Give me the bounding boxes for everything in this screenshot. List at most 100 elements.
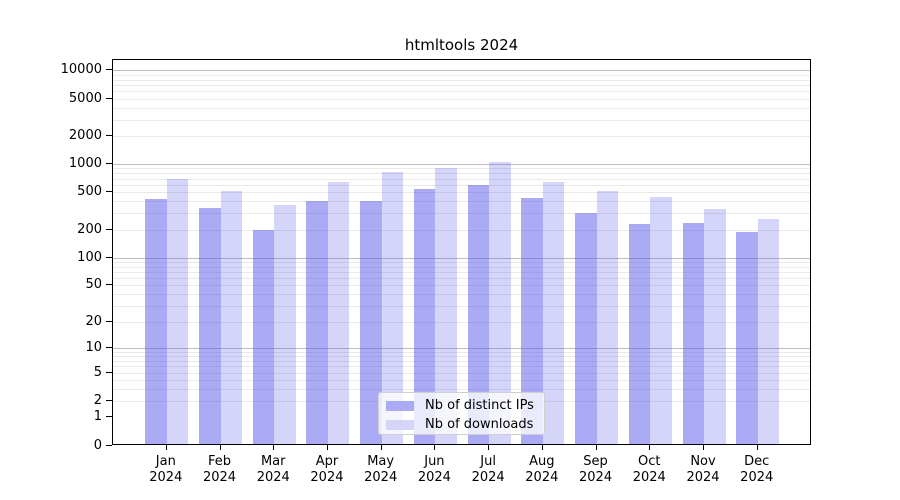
x-tick-mark [595, 445, 597, 450]
y-tick-label-200: 200 [77, 221, 102, 237]
x-tick-label-feb: Feb 2024 [202, 454, 237, 485]
bar-downloads-oct [650, 196, 672, 444]
y-tick-mark [106, 371, 112, 373]
gridline-3000 [113, 119, 810, 121]
y-tick-label-10: 10 [85, 339, 102, 355]
bar-distinct-ips-mar [252, 230, 275, 444]
bar-downloads-dec [757, 218, 780, 444]
plot-area [112, 59, 811, 445]
y-tick-mark [106, 135, 112, 136]
bar-downloads-jan [166, 178, 189, 444]
gridline-70 [113, 271, 810, 273]
y-tick-label-100: 100 [77, 249, 102, 265]
bar-distinct-ips-jan [145, 199, 167, 444]
gridline-60 [113, 278, 810, 280]
gridline-5000 [113, 98, 810, 100]
y-tick-label-1: 1 [93, 409, 102, 425]
y-tick-label-20: 20 [85, 313, 102, 329]
y-tick-label-5000: 5000 [68, 90, 102, 106]
y-tick-mark [106, 97, 112, 99]
gridline-700 [113, 178, 810, 180]
x-tick-label-dec: Dec 2024 [740, 454, 774, 485]
x-tick-mark [380, 445, 382, 450]
bar-downloads-apr [327, 181, 350, 444]
bar-distinct-ips-apr [306, 200, 328, 444]
bar-distinct-ips-jun [413, 189, 436, 444]
x-tick-label-jul: Jul 2024 [471, 454, 505, 485]
bar-distinct-ips-may [360, 200, 382, 444]
bar-downloads-may [381, 171, 404, 444]
legend-swatch-downloads-icon [386, 419, 414, 430]
legend-label-distinct-ips: Nb of distinct IPs [425, 398, 534, 413]
bar-downloads-mar [274, 205, 296, 444]
bar-downloads-aug [542, 181, 565, 444]
gridline-5 [113, 372, 810, 374]
bar-distinct-ips-jul [467, 185, 490, 444]
y-tick-mark [106, 163, 112, 165]
bar-downloads-jul [489, 161, 511, 444]
x-tick-mark [488, 445, 490, 450]
gridline-300 [113, 213, 810, 215]
gridline-8000 [113, 79, 810, 81]
y-tick-label-500: 500 [77, 184, 102, 200]
y-tick-label-0: 0 [93, 437, 102, 453]
bar-distinct-ips-oct [628, 223, 651, 444]
y-tick-mark [106, 256, 112, 258]
gridline-40 [113, 294, 810, 296]
gridline-800 [113, 173, 810, 175]
gridline-7000 [113, 85, 810, 86]
gridline-10000 [113, 70, 810, 72]
y-tick-mark [106, 228, 112, 230]
gridline-4000 [113, 107, 810, 109]
y-tick-label-1000: 1000 [68, 156, 102, 172]
x-tick-label-apr: Apr 2024 [310, 454, 344, 485]
y-tick-mark [106, 69, 112, 71]
gridline-100 [113, 257, 810, 259]
x-tick-mark [434, 445, 436, 450]
legend: Nb of distinct IPs Nb of downloads [378, 392, 545, 435]
gridline-200 [113, 229, 810, 231]
y-tick-label-50: 50 [85, 277, 102, 293]
legend-label-downloads: Nb of downloads [425, 417, 534, 432]
gridline-400 [113, 201, 810, 203]
x-tick-label-nov: Nov 2024 [686, 454, 720, 485]
bar-distinct-ips-nov [682, 222, 704, 444]
gridline-80 [113, 266, 810, 268]
x-tick-mark [649, 445, 651, 450]
y-tick-label-2: 2 [93, 392, 102, 408]
gridline-600 [113, 184, 810, 186]
gridline-6000 [113, 91, 810, 93]
x-tick-label-jun: Jun 2024 [417, 454, 451, 485]
legend-entry-distinct-ips: Nb of distinct IPs [386, 397, 537, 414]
x-tick-mark [165, 445, 167, 450]
bar-distinct-ips-aug [521, 197, 543, 444]
gridline-50 [113, 285, 810, 287]
bar-downloads-feb [220, 190, 243, 444]
x-tick-label-oct: Oct 2024 [632, 454, 666, 485]
x-tick-mark [273, 445, 275, 450]
gridline-4 [113, 379, 810, 381]
y-tick-label-10000: 10000 [60, 62, 102, 78]
y-tick-label-5: 5 [93, 364, 102, 380]
bar-downloads-nov [704, 209, 726, 444]
y-tick-mark [106, 320, 112, 322]
gridline-9 [113, 351, 810, 353]
gridline-7 [113, 360, 810, 362]
gridline-8 [113, 356, 810, 358]
gridline-90 [113, 261, 810, 263]
gridline-30 [113, 305, 810, 307]
gridline-6 [113, 366, 810, 368]
y-tick-mark [106, 444, 112, 446]
gridline-20 [113, 321, 810, 323]
chart-title: htmltools 2024 [404, 36, 519, 54]
gridline-900 [113, 168, 810, 170]
x-tick-label-may: May 2024 [364, 454, 398, 485]
x-tick-label-sep: Sep 2024 [579, 454, 613, 485]
gridline-3 [113, 389, 810, 391]
bar-downloads-jun [435, 168, 457, 444]
x-tick-mark [756, 445, 758, 450]
gridline-10 [113, 347, 810, 349]
bar-distinct-ips-dec [736, 232, 758, 444]
x-tick-label-aug: Aug 2024 [525, 454, 559, 485]
